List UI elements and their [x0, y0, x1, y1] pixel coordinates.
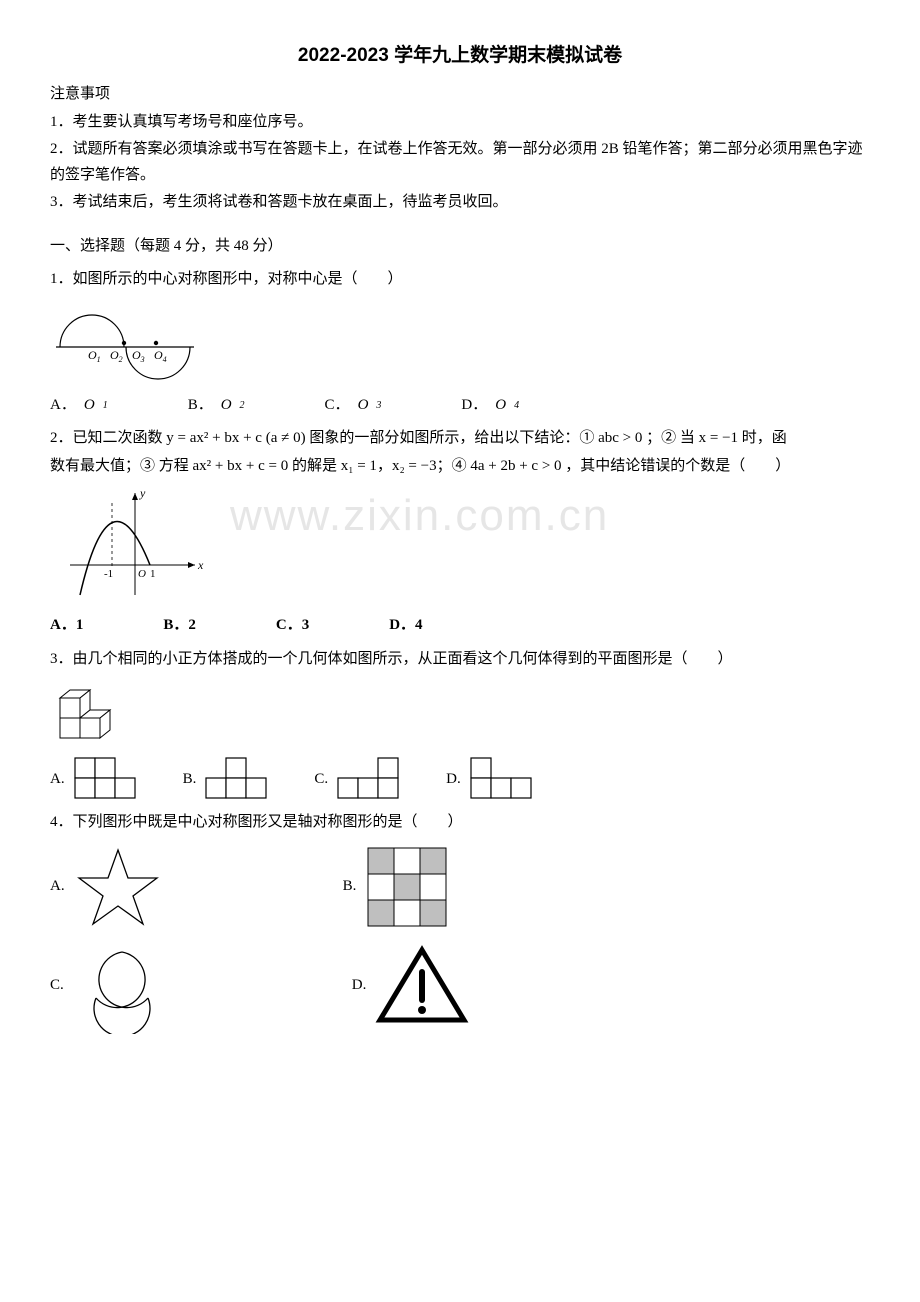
q2-options: A．1 B．2 C．3 D．4 [50, 613, 870, 639]
q4-opt-c: C. [50, 938, 172, 1034]
q4-row1: A. B. [50, 844, 870, 930]
svg-text:O1: O1 [88, 348, 101, 364]
q3-opt-d: D. [446, 756, 539, 802]
svg-text:O4: O4 [154, 348, 167, 364]
q4-text: 4．下列图形中既是中心对称图形又是轴对称图形的是（ ） [50, 810, 870, 836]
q2-figure: x y -1 O 1 [50, 485, 870, 605]
q1-options: A．O1 B．O2 C．O3 D．O4 [50, 393, 870, 419]
q3-figure [50, 678, 870, 748]
notice-3: 3．考试结束后，考生须将试卷和答题卡放在桌面上，待监考员收回。 [50, 190, 870, 216]
q3-text: 3．由几个相同的小正方体搭成的一个几何体如图所示，从正面看这个几何体得到的平面图… [50, 647, 870, 673]
page-title: 2022-2023 学年九上数学期末模拟试卷 [50, 40, 870, 72]
q1-opt-c: C．O3 [325, 393, 382, 419]
q4-opt-a: A. [50, 844, 163, 930]
notice-heading: 注意事项 [50, 82, 870, 108]
q2-opt-a: A．1 [50, 613, 83, 639]
notice-2: 2．试题所有答案必须填涂或书写在答题卡上，在试卷上作答无效。第一部分必须用 2B… [50, 137, 870, 188]
q1-opt-a: A．O1 [50, 393, 108, 419]
svg-text:y: y [139, 486, 146, 500]
svg-text:x: x [197, 558, 204, 572]
q1-opt-d: D．O4 [461, 393, 519, 419]
q2-opt-c: C．3 [276, 613, 309, 639]
notice-1: 1．考生要认真填写考场号和座位序号。 [50, 110, 870, 136]
svg-text:O2: O2 [110, 348, 123, 364]
q4-opt-d: D. [352, 944, 471, 1028]
q1-text: 1．如图所示的中心对称图形中，对称中心是（ ） [50, 267, 870, 293]
q2-opt-b: B．2 [163, 613, 196, 639]
q2-opt-d: D．4 [389, 613, 422, 639]
svg-text:O: O [138, 568, 146, 580]
q3-opt-c: C. [314, 756, 406, 802]
q1-figure: O1 O2 O3 O4 [50, 299, 870, 385]
q3-opt-a: A. [50, 756, 143, 802]
q2-line1: 2．已知二次函数 y = ax² + bx + c (a ≠ 0) 图象的一部分… [50, 426, 870, 452]
q1-opt-b: B．O2 [188, 393, 245, 419]
svg-text:1: 1 [150, 568, 156, 580]
q3-options: A. B. C. D. [50, 756, 870, 802]
q4-opt-b: B. [343, 844, 451, 930]
q3-opt-b: B. [183, 756, 275, 802]
svg-text:-1: -1 [104, 568, 113, 580]
svg-text:O3: O3 [132, 348, 145, 364]
section-1-heading: 一、选择题（每题 4 分，共 48 分） [50, 234, 870, 260]
q4-row2: C. D. [50, 938, 870, 1034]
q2-line2: 数有最大值；③ 方程 ax² + bx + c = 0 的解是 x₁ = 1，x… [50, 454, 870, 480]
